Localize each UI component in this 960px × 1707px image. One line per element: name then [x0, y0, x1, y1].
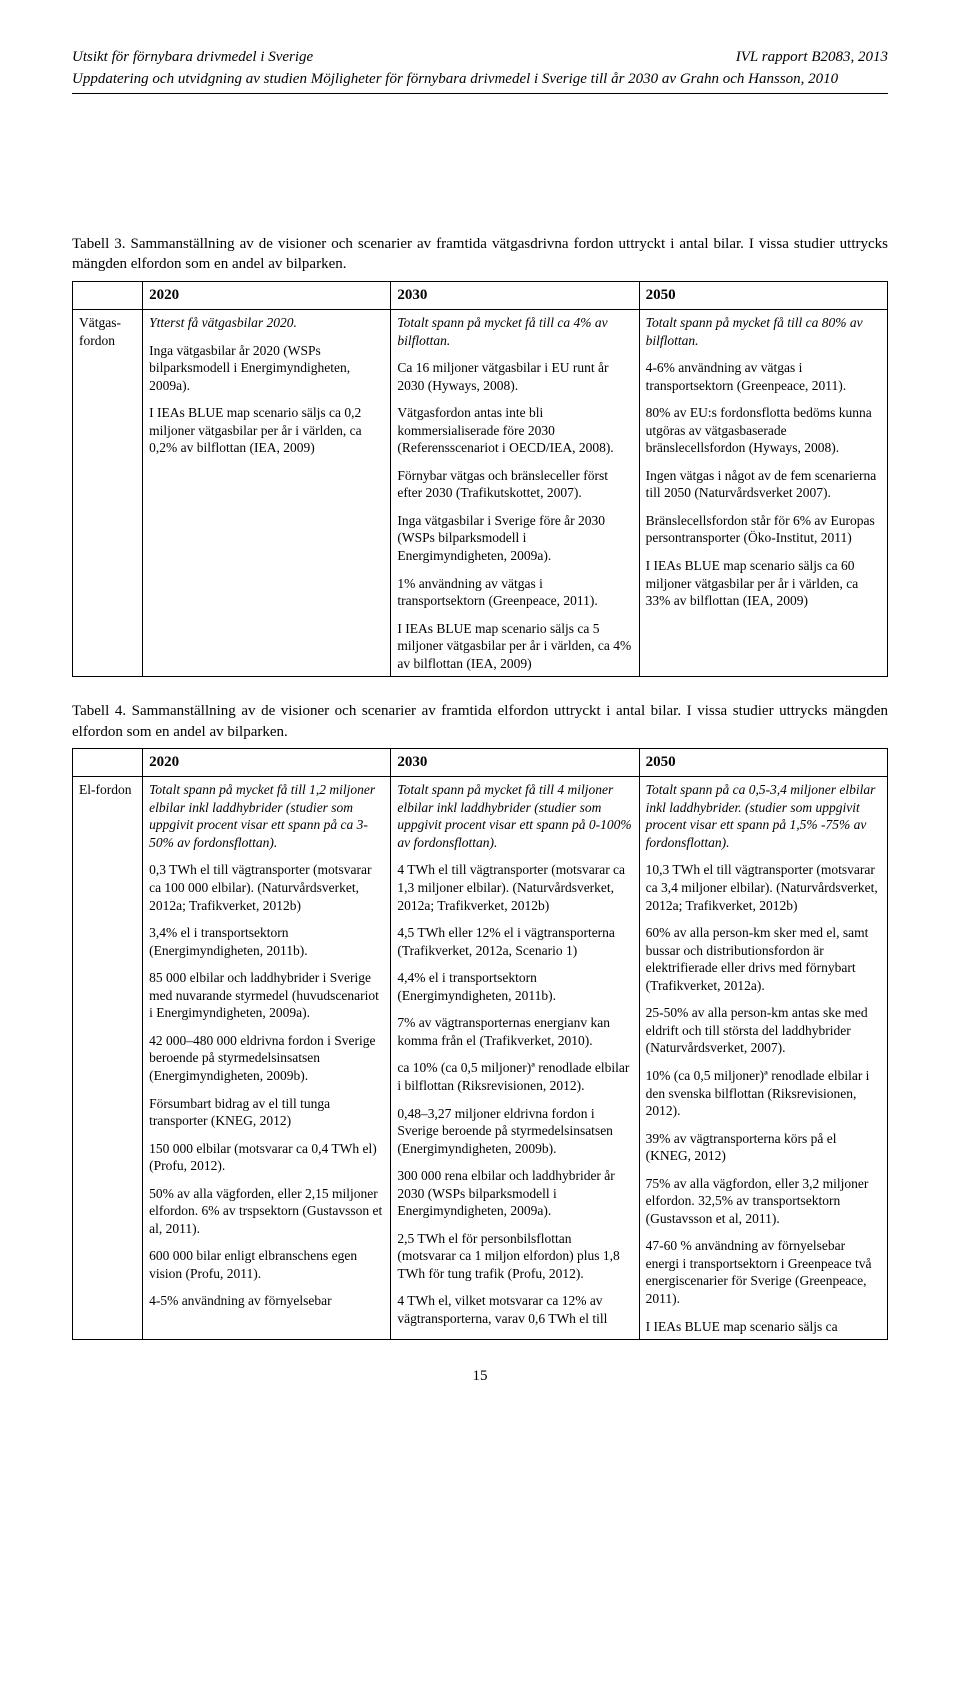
table4-2050-p1: Totalt spann på ca 0,5-3,4 miljoner elbi…	[646, 781, 881, 851]
table3-2030-p2: Ca 16 miljoner vätgasbilar i EU runt år …	[397, 359, 632, 394]
table4-2050-p7: 75% av alla vägfordon, eller 3,2 miljone…	[646, 1175, 881, 1228]
table4-2020-p5: 42 000–480 000 eldrivna fordon i Sverige…	[149, 1032, 384, 1085]
table3-2030-p3: Vätgasfordon antas inte bli kommersialis…	[397, 404, 632, 457]
table3-2030-p1: Totalt spann på mycket få till ca 4% av …	[397, 314, 632, 349]
table3-cell-2030: Totalt spann på mycket få till ca 4% av …	[391, 310, 639, 677]
table4-2050-p2: 10,3 TWh el till vägtransporter (motsvar…	[646, 861, 881, 914]
table3-2020-p2: Inga vätgasbilar år 2020 (WSPs bilparksm…	[149, 342, 384, 395]
table4-col-2030: 2030	[391, 748, 639, 777]
table3-blank-header	[73, 281, 143, 310]
table4-col-2050: 2050	[639, 748, 887, 777]
table4-2030-p9: 2,5 TWh el för personbilsflottan (motsva…	[397, 1230, 632, 1283]
table4-2020-p2: 0,3 TWh el till vägtransporter (motsvara…	[149, 861, 384, 914]
table4-2020-p6: Försumbart bidrag av el till tunga trans…	[149, 1095, 384, 1130]
document-page: Utsikt för förnybara drivmedel i Sverige…	[0, 0, 960, 1425]
table4-2030-p8: 300 000 rena elbilar och laddhybrider år…	[397, 1167, 632, 1220]
header-left: Utsikt för förnybara drivmedel i Sverige	[72, 48, 313, 68]
table3-col-2020: 2020	[143, 281, 391, 310]
table4-blank-header	[73, 748, 143, 777]
table4-2020-p10: 4-5% användning av förnyelsebar	[149, 1292, 384, 1310]
table3-2050-p3: 80% av EU:s fordonsflotta bedöms kunna u…	[646, 404, 881, 457]
table4-caption: Tabell 4. Sammanställning av de visioner…	[72, 701, 888, 742]
table4-2050-p8: 47-60 % användning av förnyelsebar energ…	[646, 1237, 881, 1307]
table4-2030-p2: 4 TWh el till vägtransporter (motsvarar …	[397, 861, 632, 914]
table3-header-row: 2020 2030 2050	[73, 281, 888, 310]
table3-data-row: Vätgas-fordon Ytterst få vätgasbilar 202…	[73, 310, 888, 677]
table4-2050-p6: 39% av vägtransporterna körs på el (KNEG…	[646, 1130, 881, 1165]
header-subtitle: Uppdatering och utvidgning av studien Mö…	[72, 70, 888, 95]
page-header: Utsikt för förnybara drivmedel i Sverige…	[72, 48, 888, 68]
table4-2020-p7: 150 000 elbilar (motsvarar ca 0,4 TWh el…	[149, 1140, 384, 1175]
table4-row-label: El-fordon	[73, 777, 143, 1340]
table4-2020-p1: Totalt spann på mycket få till 1,2 miljo…	[149, 781, 384, 851]
table4-2050-p3: 60% av alla person-km sker med el, samt …	[646, 924, 881, 994]
table3-cell-2050: Totalt spann på mycket få till ca 80% av…	[639, 310, 887, 677]
table4-2030-p3: 4,5 TWh eller 12% el i vägtransporterna …	[397, 924, 632, 959]
table3-2050-p6: I IEAs BLUE map scenario säljs ca 60 mil…	[646, 557, 881, 610]
table3-2020-p3: I IEAs BLUE map scenario säljs ca 0,2 mi…	[149, 404, 384, 457]
table4-2030-p10: 4 TWh el, vilket motsvarar ca 12% av väg…	[397, 1292, 632, 1327]
table3-2030-p6: 1% användning av vätgas i transportsekto…	[397, 575, 632, 610]
table4-2030-p4: 4,4% el i transportsektorn (Energimyndig…	[397, 969, 632, 1004]
page-number: 15	[72, 1368, 888, 1385]
table4-col-2020: 2020	[143, 748, 391, 777]
table4-header-row: 2020 2030 2050	[73, 748, 888, 777]
table4-2020-p8: 50% av alla vägforden, eller 2,15 miljon…	[149, 1185, 384, 1238]
table4-2020-p3: 3,4% el i transportsektorn (Energimyndig…	[149, 924, 384, 959]
table4-cell-2050: Totalt spann på ca 0,5-3,4 miljoner elbi…	[639, 777, 887, 1340]
table3: 2020 2030 2050 Vätgas-fordon Ytterst få …	[72, 281, 888, 678]
table4-2050-p5: 10% (ca 0,5 miljoner)ª renodlade elbilar…	[646, 1067, 881, 1120]
table3-col-2050: 2050	[639, 281, 887, 310]
table4-2050-p9: I IEAs BLUE map scenario säljs ca	[646, 1318, 881, 1336]
table3-2020-p1: Ytterst få vätgasbilar 2020.	[149, 314, 384, 332]
table3-cell-2020: Ytterst få vätgasbilar 2020. Inga vätgas…	[143, 310, 391, 677]
table4-2020-p9: 600 000 bilar enligt elbranschens egen v…	[149, 1247, 384, 1282]
table3-2030-p7: I IEAs BLUE map scenario säljs ca 5 milj…	[397, 620, 632, 673]
table4-2030-p1: Totalt spann på mycket få till 4 miljone…	[397, 781, 632, 851]
table3-2050-p5: Bränslecellsfordon står för 6% av Europa…	[646, 512, 881, 547]
table4-2030-p6: ca 10% (ca 0,5 miljoner)ª renodlade elbi…	[397, 1059, 632, 1094]
table3-row-label: Vätgas-fordon	[73, 310, 143, 677]
header-right: IVL rapport B2083, 2013	[736, 48, 888, 68]
table3-2050-p4: Ingen vätgas i något av de fem scenarier…	[646, 467, 881, 502]
table4: 2020 2030 2050 El-fordon Totalt spann på…	[72, 748, 888, 1340]
table3-2050-p2: 4-6% användning av vätgas i transportsek…	[646, 359, 881, 394]
table4-2020-p4: 85 000 elbilar och laddhybrider i Sverig…	[149, 969, 384, 1022]
table3-col-2030: 2030	[391, 281, 639, 310]
table3-2030-p4: Förnybar vätgas och bränsleceller först …	[397, 467, 632, 502]
table4-2030-p7: 0,48–3,27 miljoner eldrivna fordon i Sve…	[397, 1105, 632, 1158]
table3-2050-p1: Totalt spann på mycket få till ca 80% av…	[646, 314, 881, 349]
table4-data-row: El-fordon Totalt spann på mycket få till…	[73, 777, 888, 1340]
table3-2030-p5: Inga vätgasbilar i Sverige före år 2030 …	[397, 512, 632, 565]
table4-cell-2030: Totalt spann på mycket få till 4 miljone…	[391, 777, 639, 1340]
table3-caption: Tabell 3. Sammanställning av de visioner…	[72, 234, 888, 275]
table4-2050-p4: 25-50% av alla person-km antas ske med e…	[646, 1004, 881, 1057]
table4-cell-2020: Totalt spann på mycket få till 1,2 miljo…	[143, 777, 391, 1340]
table4-2030-p5: 7% av vägtransporternas energianv kan ko…	[397, 1014, 632, 1049]
